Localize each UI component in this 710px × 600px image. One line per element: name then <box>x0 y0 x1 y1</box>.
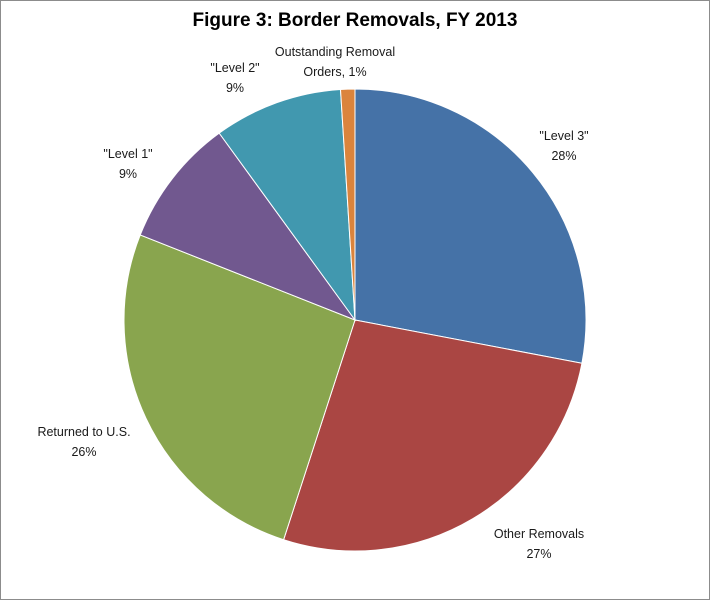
pie-slice-level-3 <box>354 88 587 364</box>
pie-slice-returned-to-u-s <box>123 234 356 541</box>
label-returned-to-us-value: 26% <box>71 445 96 459</box>
label-level-1-name: "Level 1" <box>103 147 152 161</box>
label-level-1-value: 9% <box>119 167 137 181</box>
label-outstanding-removal-orders-line1: Outstanding Removal <box>275 45 395 59</box>
label-level-2-value: 9% <box>226 81 244 95</box>
pie-slice-level-1 <box>139 132 357 322</box>
label-other-removals-name: Other Removals <box>494 527 584 541</box>
label-returned-to-us-name: Returned to U.S. <box>37 425 130 439</box>
pie-slice-level-2 <box>218 88 356 322</box>
label-level-3-value: 28% <box>551 149 576 163</box>
slice-labels: "Level 3" 28% Other Removals 27% Returne… <box>37 45 588 561</box>
label-level-2-name: "Level 2" <box>210 61 259 75</box>
pie-slice-outstanding-removal-orders-1 <box>339 88 356 321</box>
pie-slices <box>123 88 587 552</box>
label-level-3-name: "Level 3" <box>539 129 588 143</box>
label-other-removals-value: 27% <box>526 547 551 561</box>
chart-title: Figure 3: Border Removals, FY 2013 <box>192 10 518 31</box>
label-outstanding-removal-orders-line2: Orders, 1% <box>303 65 366 79</box>
pie-slice-other-removals <box>282 319 583 552</box>
